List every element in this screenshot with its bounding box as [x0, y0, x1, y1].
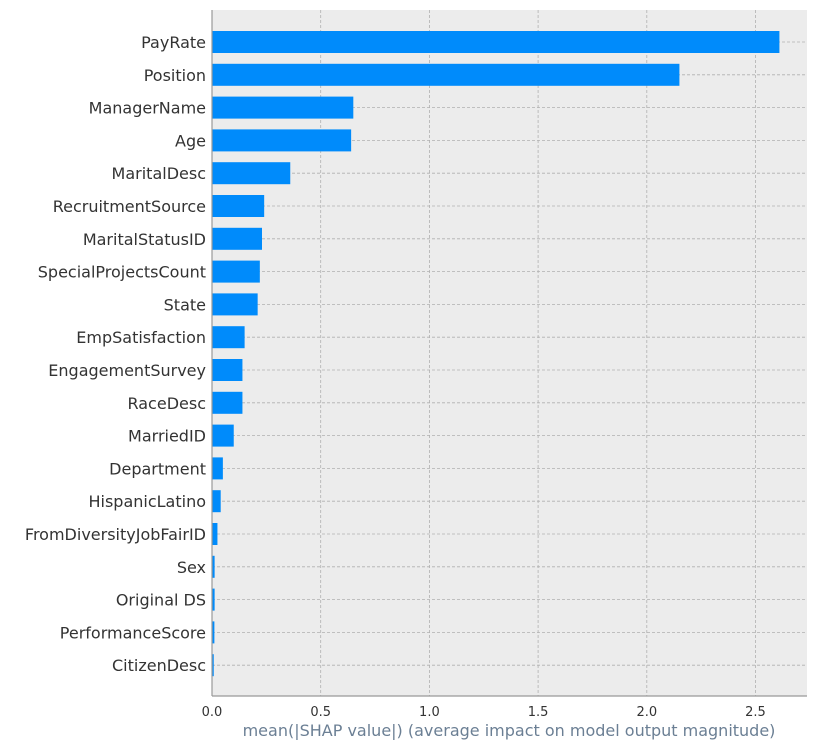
category-labels: PayRate Position ManagerName Age MaritalDesc…	[25, 33, 206, 675]
x-tick-label: 1.5	[528, 705, 549, 720]
category-label: HispanicLatino	[88, 492, 206, 511]
bar-fromdiversityjobfairid	[212, 523, 218, 545]
category-label: ManagerName	[89, 99, 206, 118]
x-tick-label: 2.5	[745, 705, 766, 720]
bar-position	[212, 63, 680, 86]
bar-age	[212, 129, 352, 152]
x-axis-label: mean(|SHAP value|) (average impact on mo…	[243, 721, 776, 740]
bar-empsatisfaction	[212, 326, 245, 349]
category-label: SpecialProjectsCount	[38, 263, 206, 282]
x-tick-label: 2.0	[636, 705, 657, 720]
bar-managername	[212, 96, 354, 119]
category-label: CitizenDesc	[112, 656, 206, 675]
category-label: PayRate	[141, 33, 206, 52]
category-label: FromDiversityJobFairID	[25, 525, 206, 544]
bar-department	[212, 457, 223, 480]
bar-recruitmentsource	[212, 195, 265, 217]
category-label: Age	[175, 131, 206, 150]
bar-performancescore	[212, 621, 215, 644]
bar-racedesc	[212, 391, 243, 414]
bar-specialprojectscount	[212, 260, 260, 283]
bar-maritaldesc	[212, 162, 291, 185]
x-tick-label: 1.0	[419, 705, 440, 720]
grid-lines	[212, 10, 807, 696]
category-label: MaritalStatusID	[83, 230, 206, 249]
category-label: Position	[144, 66, 206, 85]
bar-citizendesc	[212, 654, 214, 677]
bar-hispaniclatino	[212, 490, 221, 513]
bar-original-ds	[212, 588, 215, 611]
x-tick-labels: 0.0 0.5 1.0 1.5 2.0 2.5	[202, 705, 766, 720]
bar-sex	[212, 555, 215, 578]
category-label: MarriedID	[128, 427, 206, 446]
category-label: EngagementSurvey	[48, 361, 206, 380]
bar-maritalstatusid	[212, 227, 263, 250]
x-tick-label: 0.0	[202, 705, 223, 720]
category-label: RecruitmentSource	[53, 197, 206, 216]
category-label: Sex	[177, 558, 206, 577]
bars	[212, 31, 780, 677]
bar-payrate	[212, 31, 780, 53]
category-label: EmpSatisfaction	[76, 328, 206, 347]
category-label: Original DS	[116, 591, 206, 610]
bar-marriedid	[212, 424, 234, 447]
bar-engagementsurvey	[212, 359, 243, 381]
plot-background	[212, 10, 807, 696]
bar-state	[212, 293, 258, 316]
category-label: RaceDesc	[127, 394, 206, 413]
category-label: PerformanceScore	[60, 623, 206, 642]
category-label: MaritalDesc	[112, 164, 206, 183]
x-tick-label: 0.5	[310, 705, 331, 720]
category-label: State	[164, 295, 206, 314]
category-label: Department	[109, 459, 206, 478]
